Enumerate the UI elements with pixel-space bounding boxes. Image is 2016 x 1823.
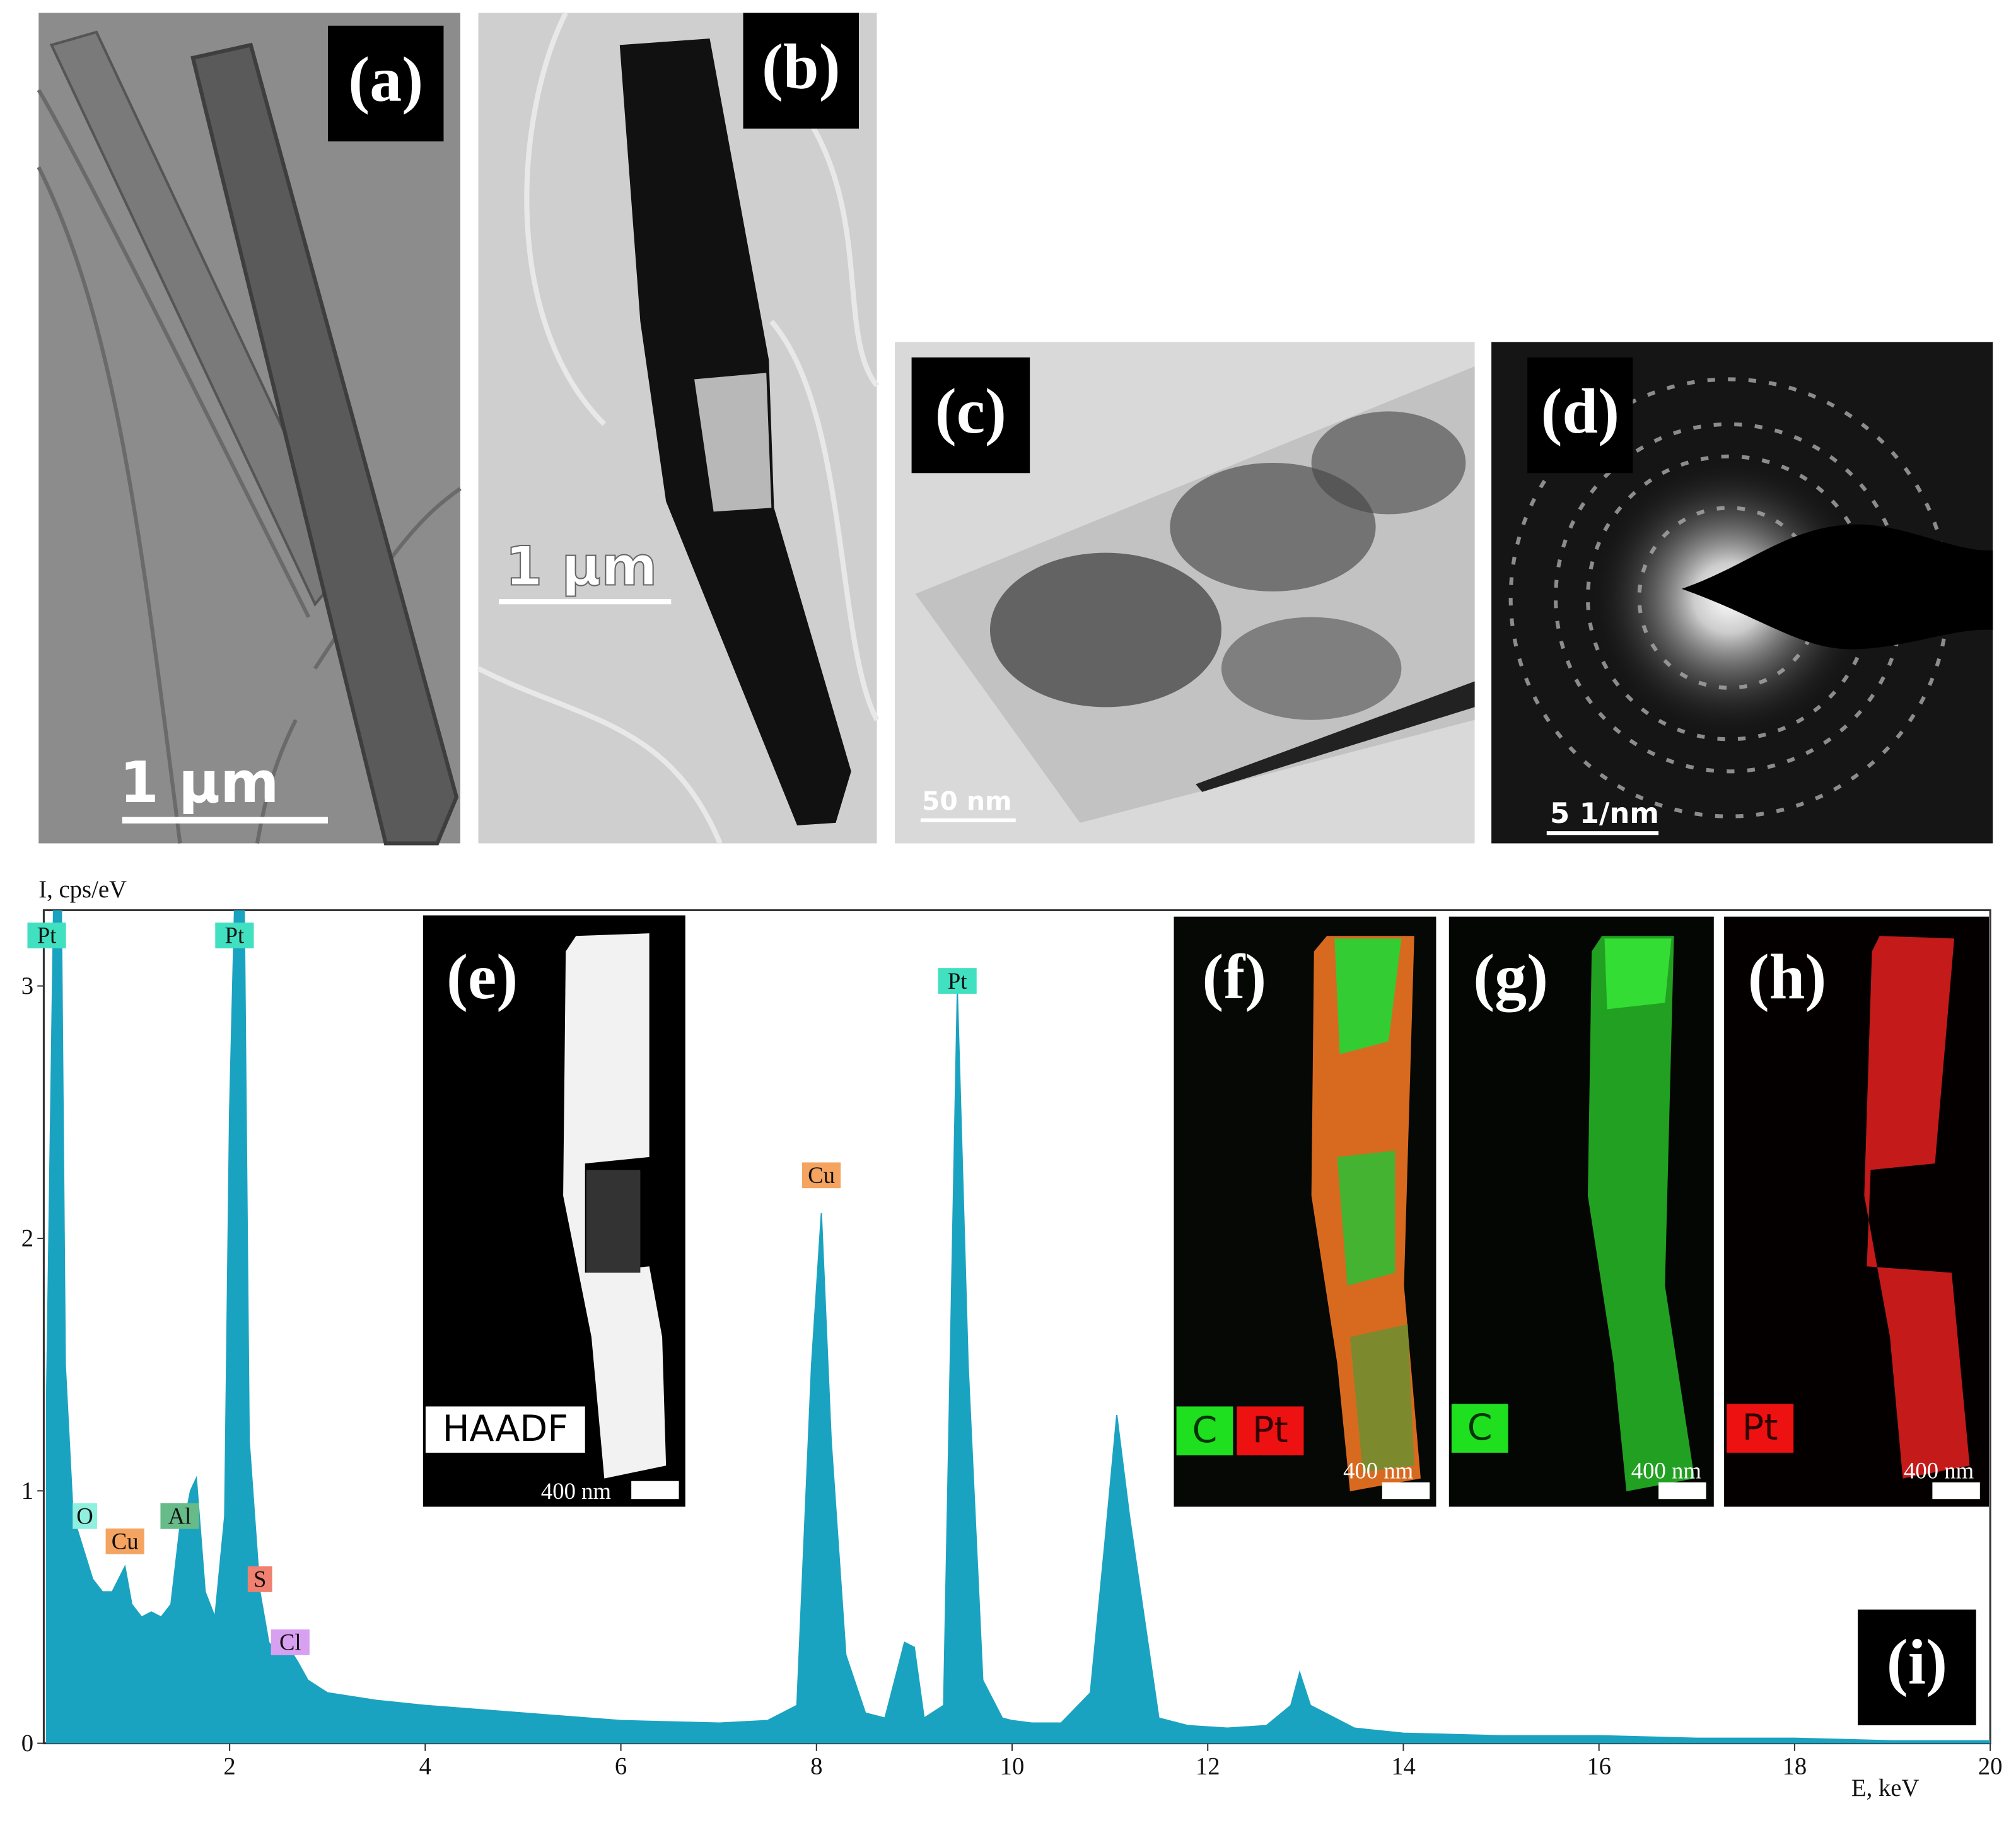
peak-label-box	[27, 923, 66, 948]
x-tick-label: 14	[1391, 1753, 1416, 1780]
x-tick-label: 2	[223, 1753, 235, 1780]
peak-label-box	[247, 1566, 272, 1592]
scale-bar-label: 400 nm	[541, 1478, 611, 1504]
x-tick-label: 20	[1978, 1753, 2003, 1780]
x-tick-label: 10	[1000, 1753, 1025, 1780]
scale-bar-label: 400 nm	[1631, 1458, 1701, 1484]
x-tick-label: 12	[1196, 1753, 1220, 1780]
x-tick-label: 8	[810, 1753, 822, 1780]
peak-label: S	[253, 1566, 266, 1592]
peak-label: Cu	[112, 1529, 139, 1554]
peak-label: Pt	[37, 923, 57, 948]
scale-bar-label: 1 µm	[120, 750, 279, 816]
tag: C	[1467, 1407, 1493, 1448]
peak-label: Cl	[279, 1629, 301, 1655]
scale-bar-label: 50 nm	[922, 786, 1011, 816]
tag: C	[1192, 1409, 1218, 1451]
peak-label: O	[76, 1503, 93, 1529]
spectrum-area	[46, 910, 1991, 1744]
panel-a: (a) 1 µm	[37, 13, 462, 846]
panel-label: (a)	[348, 44, 423, 115]
peak-label-box	[160, 1503, 199, 1529]
peak-label: Al	[168, 1503, 192, 1529]
x-tick-label: 4	[419, 1753, 431, 1780]
scale-bar-label: 400 nm	[1904, 1458, 1974, 1484]
tag: Pt	[1252, 1409, 1288, 1451]
panel-label: (d)	[1541, 376, 1619, 447]
panel-d: (d) 5 1/nm	[1491, 342, 1993, 844]
peak-label-box	[215, 923, 254, 948]
panel-label: (b)	[762, 32, 841, 103]
peak-label-box	[271, 1629, 310, 1655]
tag: HAADF	[443, 1408, 568, 1450]
panel-h: (h) Pt 400 nm	[1724, 916, 1990, 1507]
panel-b: (b) 1 µm	[477, 11, 880, 845]
panel-label: (h)	[1748, 941, 1827, 1013]
x-tick-label: 6	[615, 1753, 627, 1780]
peak-label-box	[938, 968, 977, 994]
tag: Pt	[1742, 1407, 1778, 1448]
peak-label: Cu	[808, 1162, 835, 1188]
peak-label: Pt	[948, 968, 967, 994]
peak-label-box	[105, 1528, 144, 1554]
scale-bar-label: 400 nm	[1343, 1458, 1413, 1484]
panel-f: (f) C Pt 400 nm	[1174, 916, 1436, 1507]
plot-area	[46, 910, 1991, 1744]
panel-label: (e)	[446, 941, 518, 1013]
peak-label: Pt	[225, 923, 245, 948]
y-tick-label: 2	[21, 1225, 33, 1252]
panel-label: (f)	[1202, 941, 1266, 1013]
y-axis-label: I, cps/eV	[38, 876, 127, 903]
panel-label: (c)	[935, 376, 1006, 447]
panel-i: (i)	[1858, 1609, 1976, 1726]
panel-c: (c) 50 nm	[895, 342, 1475, 844]
panel-g: (g) C 400 nm	[1448, 916, 1714, 1507]
scale-bar-label: 5 1/nm	[1550, 796, 1659, 830]
peak-label-box	[73, 1503, 97, 1529]
panel-label: (i)	[1887, 1627, 1947, 1698]
y-tick-label: 1	[21, 1477, 33, 1504]
x-tick-label: 18	[1783, 1753, 1807, 1780]
panel-e: (e) HAADF 400 nm	[422, 915, 685, 1507]
scale-bar-label: 1 µm	[505, 536, 658, 598]
peak-label-box	[801, 1162, 841, 1189]
y-tick-label: 3	[21, 972, 33, 999]
x-tick-label: 16	[1587, 1753, 1611, 1780]
y-tick-label: 0	[21, 1730, 33, 1757]
x-axis-label: E, keV	[1851, 1774, 1920, 1802]
panel-label: (g)	[1473, 941, 1548, 1013]
